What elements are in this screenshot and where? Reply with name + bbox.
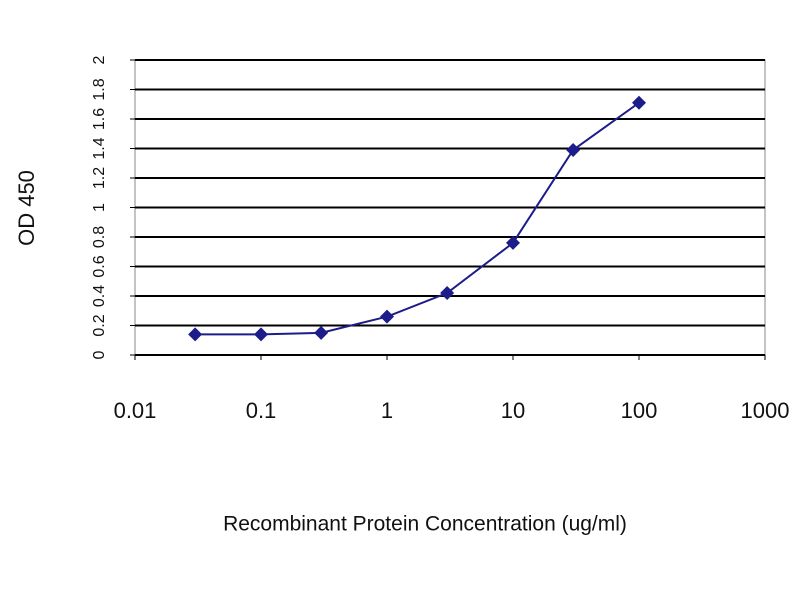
y-tick-label: 0.2 [91,314,108,336]
data-point [314,325,329,340]
y-tick-label: 0.6 [91,255,108,277]
data-point [254,327,268,342]
x-tick-label: 100 [621,398,658,423]
data-point [566,142,581,157]
x-tick-label: 10 [501,398,525,423]
data-line [195,101,640,336]
data-point [440,286,455,301]
y-tick-label: 1.6 [91,108,108,130]
y-axis-label: OD 450 [14,170,39,246]
y-tick-label: 0.4 [91,285,108,307]
y-tick-label: 1.2 [91,167,108,189]
data-point [188,327,203,342]
data-point [506,235,520,250]
y-tick-label: 0 [91,350,108,359]
x-tick-label: 1 [381,398,393,423]
x-tick-label: 0.01 [114,398,157,423]
y-tick-label: 2 [91,55,108,64]
y-tick-label: 1 [91,203,108,212]
y-tick-label: 1.8 [91,78,108,100]
data-point [632,95,646,110]
y-tick-label: 1.4 [91,137,108,159]
y-tick-label: 0.8 [91,226,108,248]
x-tick-label: 1000 [741,398,790,423]
data-point [380,309,394,324]
x-axis-label: Recombinant Protein Concentration (ug/ml… [223,513,627,536]
x-tick-label: 0.1 [246,398,277,423]
